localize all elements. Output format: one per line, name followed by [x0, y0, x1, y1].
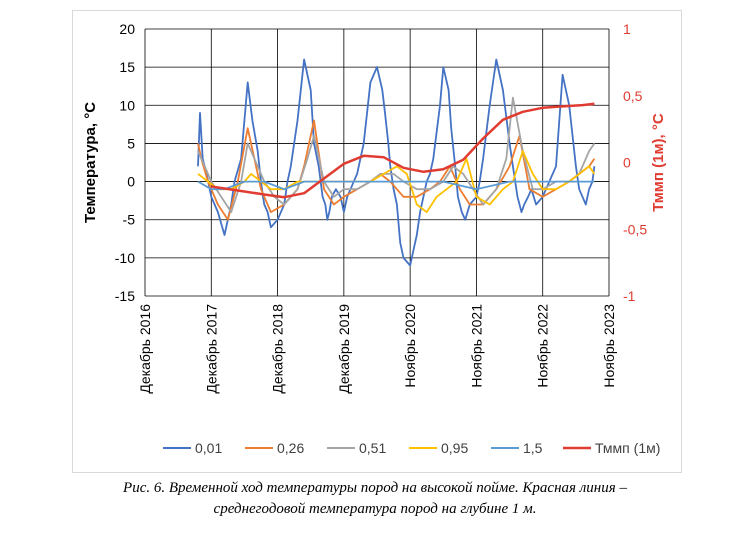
y-tick-label: 10: [119, 97, 135, 113]
y-tick-label: -10: [115, 250, 135, 266]
series-line-5: [211, 102, 595, 199]
y2-tick-label: 0,5: [623, 88, 643, 104]
x-tick-label: Декабрь 2018: [270, 304, 286, 394]
legend-label: Тммп (1м): [595, 440, 660, 456]
x-tick-label: Ноябрь 2022: [535, 304, 551, 388]
figure-caption: Рис. 6. Временной ход температуры пород …: [0, 478, 750, 520]
y-tick-label: -15: [115, 288, 135, 304]
series-line-0: [197, 58, 596, 267]
series-line-3: [197, 150, 596, 214]
legend-label: 0,51: [359, 440, 386, 456]
y-tick-label: 15: [119, 59, 135, 75]
x-tick-label: Декабрь 2017: [203, 304, 219, 394]
x-tick-label: Ноябрь 2023: [601, 304, 617, 388]
series-line-4: [197, 180, 595, 191]
y-tick-label: 5: [127, 135, 135, 151]
y2-tick-label: 0: [623, 155, 631, 171]
x-tick-label: Декабрь 2016: [137, 304, 153, 394]
series-line-2: [197, 96, 596, 214]
y-axis-title: Температура, °С: [82, 102, 99, 223]
x-tick-label: Ноябрь 2020: [402, 304, 418, 388]
legend-label: 0,26: [277, 440, 304, 456]
x-tick-label: Декабрь 2019: [336, 304, 352, 394]
legend-label: 1,5: [523, 440, 543, 456]
y2-tick-label: -1: [623, 288, 636, 304]
y-tick-label: -5: [123, 212, 136, 228]
legend-label: 0,01: [195, 440, 222, 456]
legend-label: 0,95: [441, 440, 468, 456]
y2-tick-label: 1: [623, 21, 631, 37]
x-tick-label: Ноябрь 2021: [468, 304, 484, 388]
y2-axis-title: Тммп (1м), °С: [650, 113, 667, 212]
y-tick-label: 0: [127, 174, 135, 190]
y-tick-label: 20: [119, 21, 135, 37]
y2-tick-label: -0,5: [623, 221, 647, 237]
caption-line-1: Рис. 6. Временной ход температуры пород …: [123, 480, 627, 496]
chart-frame: 20 15 10 5 0 -5 -10 -15 Декабрь 2016 Декабрь 2017…: [72, 10, 682, 473]
caption-line-2: среднегодовой температура пород на глуби…: [213, 501, 537, 517]
